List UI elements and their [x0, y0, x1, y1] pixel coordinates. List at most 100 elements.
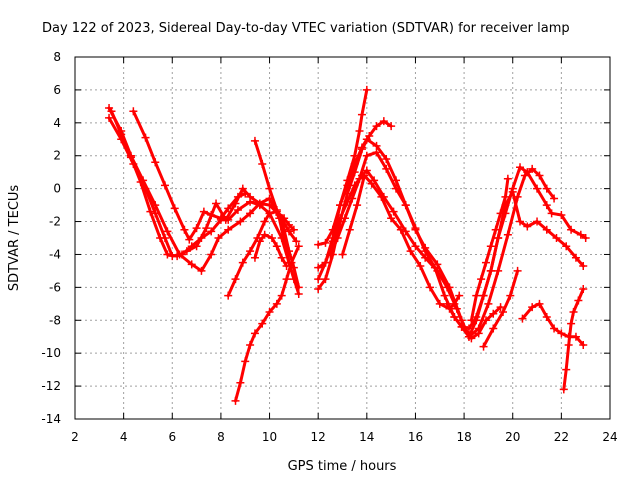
data-point [421, 247, 430, 256]
data-point [151, 158, 160, 167]
data-point [579, 285, 588, 294]
data-point [236, 378, 245, 387]
series-s4 [131, 109, 247, 242]
data-series-layer [105, 85, 590, 405]
data-point [285, 220, 293, 229]
data-point [224, 204, 233, 213]
data-point [246, 247, 255, 256]
data-point [481, 316, 490, 325]
y-tick-label: 6 [53, 83, 61, 97]
data-point [567, 319, 576, 328]
y-tick-label: 4 [53, 116, 61, 130]
data-point [277, 291, 286, 300]
data-point [518, 314, 527, 323]
data-point [233, 206, 242, 215]
data-point [170, 204, 179, 213]
data-point [491, 225, 500, 234]
data-point [416, 261, 425, 270]
y-tick-label: -10 [41, 346, 61, 360]
data-point [533, 217, 542, 226]
data-point [126, 153, 135, 162]
data-point [260, 230, 269, 239]
x-tick-label: 12 [311, 430, 326, 444]
data-point [258, 319, 267, 328]
data-point [277, 253, 286, 262]
data-point [464, 332, 473, 341]
data-point [314, 275, 323, 284]
data-point [289, 225, 298, 234]
data-point [260, 217, 269, 226]
data-point [392, 184, 400, 193]
data-point [382, 155, 391, 164]
data-point [569, 308, 578, 317]
data-point [503, 230, 512, 239]
data-point [282, 261, 291, 270]
data-point [241, 189, 250, 198]
data-point [241, 357, 250, 366]
x-tick-label: 8 [217, 430, 225, 444]
data-point [231, 275, 240, 284]
data-point [107, 107, 116, 116]
data-point [562, 365, 571, 374]
data-point [496, 303, 505, 312]
series-s6 [253, 139, 301, 289]
y-tick-label: 8 [53, 50, 61, 64]
data-point [528, 164, 537, 173]
data-point [357, 110, 366, 119]
data-point [224, 225, 233, 234]
data-point [567, 225, 576, 234]
data-point [146, 207, 155, 216]
series-s19 [562, 287, 585, 391]
data-point [282, 275, 291, 284]
data-point [314, 240, 323, 249]
y-tick-label: 2 [53, 149, 61, 163]
data-point [406, 247, 415, 256]
data-point [379, 117, 388, 126]
data-point [348, 194, 357, 203]
y-tick-label: -8 [49, 313, 61, 327]
data-point [280, 225, 289, 234]
data-point [503, 174, 512, 183]
data-point [506, 291, 515, 300]
data-point [336, 201, 345, 210]
data-point [467, 316, 476, 325]
data-point [557, 210, 566, 219]
data-point [479, 291, 488, 300]
data-point [440, 291, 449, 300]
x-tick-label: 14 [359, 430, 374, 444]
data-point [173, 252, 182, 261]
data-point [246, 192, 255, 201]
data-point [187, 260, 196, 269]
data-point [357, 143, 366, 152]
data-point [321, 275, 330, 284]
data-point [224, 291, 233, 300]
data-point [238, 184, 247, 193]
data-point [472, 291, 481, 300]
data-point [550, 324, 559, 333]
data-point [360, 171, 369, 180]
data-point [450, 299, 459, 308]
x-tick-label: 22 [554, 430, 569, 444]
y-tick-label: -12 [41, 379, 61, 393]
data-point [387, 214, 396, 223]
data-point [552, 234, 561, 242]
y-tick-label: -2 [49, 215, 61, 229]
data-point [141, 133, 150, 142]
data-point [547, 209, 556, 218]
series-s7 [234, 244, 301, 403]
data-point [426, 283, 435, 292]
series-s15 [445, 190, 585, 330]
data-point [129, 107, 138, 116]
data-point [285, 247, 293, 256]
data-point [272, 242, 281, 251]
x-tick-label: 16 [408, 430, 423, 444]
data-point [362, 166, 371, 175]
data-point [287, 258, 296, 267]
data-point [258, 159, 267, 168]
data-point [163, 250, 172, 259]
data-point [272, 206, 281, 215]
data-point [489, 309, 498, 318]
data-point [435, 299, 444, 308]
data-point [559, 385, 568, 394]
